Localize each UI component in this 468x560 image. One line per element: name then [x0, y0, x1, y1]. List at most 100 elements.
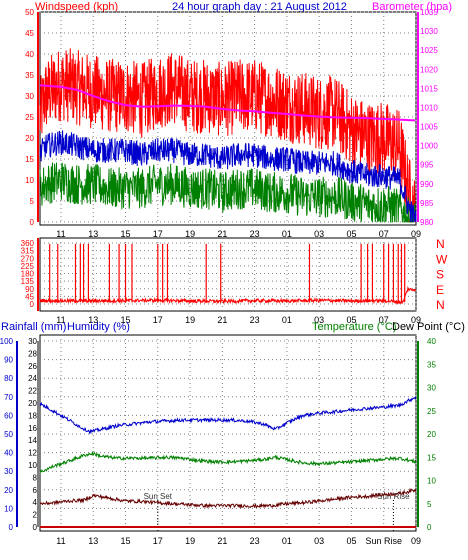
dew-point-series-line: [39, 487, 417, 510]
barometer-tick-label: 980: [420, 218, 434, 227]
gust-series-line: [39, 48, 416, 223]
direction-tick-label: 90: [25, 285, 34, 294]
rainfall-tick-label: 90: [4, 356, 13, 365]
barometer-tick-label: 1015: [420, 84, 438, 93]
rainfall-tick-label: 70: [4, 393, 13, 402]
windspeed-tick-label: 5: [30, 197, 35, 206]
humidity-tick-label: 0: [33, 523, 38, 532]
humidity-tick-label: 8: [33, 473, 38, 482]
compass-label: N: [436, 298, 445, 312]
windspeed-tick-label: 20: [25, 134, 34, 143]
barometer-tick-label: 1005: [420, 123, 438, 132]
humidity-tick-label: 22: [28, 387, 37, 396]
wind-x-tick-label: 07: [379, 229, 389, 239]
wind-x-tick-label: 05: [346, 229, 356, 239]
rain-x-tick-label: 03: [314, 536, 324, 546]
barometer-tick-label: 1010: [420, 103, 438, 112]
direction-x-tick-label: 07: [379, 315, 389, 325]
temperature-axis-title: Temperature (°C): [312, 321, 396, 333]
humidity-tick-label: 10: [28, 461, 37, 470]
barometer-tick-label: 990: [420, 180, 434, 189]
direction-tick-label: 270: [21, 254, 35, 263]
humidity-tick-label: 18: [28, 411, 37, 420]
average-series-line: [39, 130, 417, 223]
barometer-tick-label: 985: [420, 199, 434, 208]
sun-event-label: Sun Set: [144, 492, 173, 501]
direction-x-tick-label: 05: [346, 315, 356, 325]
windspeed-tick-label: 30: [25, 92, 34, 101]
rain-humidity-temperature-chart: 0102030405060708090100024681012141618202…: [0, 335, 436, 546]
humidity-tick-label: 20: [28, 399, 37, 408]
humidity-tick-label: 16: [28, 424, 37, 433]
rain-x-tick-label: 17: [153, 536, 163, 546]
compass-label: N: [436, 237, 445, 251]
direction-series-line: [39, 285, 416, 305]
barometer-tick-label: 1020: [420, 65, 438, 74]
direction-tick-label: 180: [21, 270, 35, 279]
wind-x-tick-label: 09: [411, 229, 421, 239]
direction-x-tick-label: 09: [411, 315, 421, 325]
temperature-tick-label: 0: [427, 523, 432, 532]
rainfall-axis-title: Rainfall (mm): [1, 321, 66, 333]
wind-x-tick-label: 13: [88, 229, 98, 239]
rainfall-tick-label: 10: [4, 504, 13, 513]
temperature-tick-label: 30: [427, 384, 436, 393]
rainfall-tick-label: 100: [0, 337, 14, 346]
barometer-tick-label: 1035: [420, 8, 438, 17]
rainfall-tick-label: 0: [9, 523, 14, 532]
direction-tick-label: 315: [21, 247, 35, 256]
wind-x-tick-label: 11: [56, 229, 65, 239]
direction-tick-label: 135: [21, 277, 35, 286]
windspeed-tick-label: 45: [25, 29, 34, 38]
windspeed-tick-label: 35: [25, 71, 34, 80]
barometer-tick-label: 1000: [420, 142, 438, 151]
rain-x-tick-label: 13: [88, 536, 98, 546]
rain-panel-frame: [39, 334, 417, 532]
rainfall-tick-label: 80: [4, 374, 13, 383]
windspeed-tick-label: 10: [25, 176, 34, 185]
wind-x-tick-label: 01: [282, 229, 292, 239]
wind-barometer-chart: 0510152025303540455098098599099510001005…: [25, 8, 438, 239]
windspeed-tick-label: 25: [25, 113, 34, 122]
direction-tick-label: 360: [21, 239, 35, 248]
humidity-tick-label: 4: [33, 498, 38, 507]
windspeed-axis-title: Windspeed (kph): [35, 1, 118, 13]
direction-x-tick-label: 15: [121, 315, 131, 325]
wind-x-tick-label: 23: [250, 229, 260, 239]
temperature-tick-label: 10: [427, 477, 436, 486]
wind-x-tick-label: 19: [185, 229, 195, 239]
direction-x-tick-label: 17: [153, 315, 163, 325]
wind-x-tick-label: 03: [314, 229, 324, 239]
windspeed-tick-label: 15: [25, 155, 34, 164]
humidity-series-line: [39, 396, 417, 435]
barometer-series-line: [39, 84, 416, 122]
barometer-tick-label: 1030: [420, 27, 438, 36]
rain-x-tick-label: 09: [411, 536, 421, 546]
rainfall-tick-label: 60: [4, 411, 13, 420]
humidity-tick-label: 12: [28, 449, 37, 458]
temperature-tick-label: 40: [427, 337, 436, 346]
direction-tick-label: 45: [25, 292, 34, 301]
barometer-axis-title: Barometer (hpa): [372, 1, 452, 13]
direction-x-tick-label: 01: [282, 315, 292, 325]
rainfall-tick-label: 30: [4, 467, 13, 476]
sun-event-label: Sun Rise: [377, 492, 410, 501]
rainfall-tick-label: 50: [4, 430, 13, 439]
low-series-line: [39, 162, 417, 223]
temperature-tick-label: 35: [427, 360, 436, 369]
humidity-tick-label: 26: [28, 362, 37, 371]
windspeed-tick-label: 0: [30, 218, 35, 227]
barometer-tick-label: 995: [420, 161, 434, 170]
compass-label: E: [436, 283, 444, 297]
rain-x-tick-label: 15: [121, 536, 131, 546]
humidity-tick-label: 24: [28, 374, 37, 383]
temperature-tick-label: 5: [427, 500, 432, 509]
compass-label: W: [436, 252, 448, 266]
rainfall-tick-label: 20: [4, 486, 13, 495]
windspeed-tick-label: 50: [25, 8, 34, 17]
rain-x-tick-label: 05: [346, 536, 356, 546]
temperature-tick-label: 20: [427, 430, 436, 439]
temperature-series-line: [39, 450, 417, 474]
graph-title: 24 hour graph day : 21 August 2012: [172, 1, 347, 13]
